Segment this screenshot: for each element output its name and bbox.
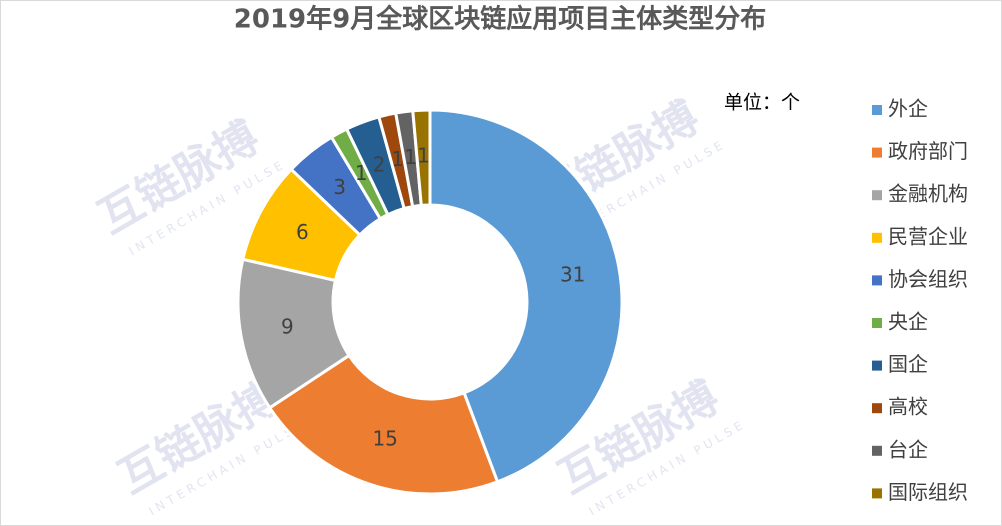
legend-swatch	[872, 105, 882, 115]
data-label: 9	[281, 314, 294, 338]
donut-slice	[411, 108, 432, 208]
legend-swatch	[872, 488, 882, 499]
legend-label: 外企	[888, 97, 928, 121]
legend-label: 国企	[888, 352, 928, 376]
legend-label: 台企	[888, 437, 928, 461]
legend-swatch	[872, 403, 882, 414]
legend-swatch	[872, 318, 882, 328]
legend-swatch	[872, 275, 882, 286]
legend-label: 国际组织	[888, 480, 968, 504]
data-label: 1	[404, 145, 417, 169]
data-label: 6	[296, 220, 309, 244]
donut-slice	[428, 108, 624, 484]
data-label: 15	[372, 426, 397, 450]
legend-label: 央企	[888, 310, 928, 334]
legend-label: 金融机构	[888, 182, 968, 206]
legend-swatch	[872, 147, 882, 158]
unit-annotation: 单位：个	[724, 92, 800, 114]
data-label: 1	[391, 147, 404, 171]
legend-label: 政府部门	[888, 139, 968, 163]
chart-title: 2019年9月全球区块链应用项目主体类型分布	[234, 4, 766, 35]
legend-swatch	[872, 445, 882, 456]
data-label: 31	[560, 263, 585, 287]
data-label: 2	[373, 153, 386, 177]
legend-swatch	[872, 360, 882, 371]
legend-swatch	[872, 232, 882, 243]
data-label: 3	[333, 175, 346, 199]
donut-slice	[267, 353, 500, 496]
data-label: 1	[417, 144, 430, 168]
legend-label: 民营企业	[888, 224, 968, 248]
legend-swatch	[872, 190, 882, 201]
legend-label: 协会组织	[888, 267, 968, 291]
legend-label: 高校	[888, 395, 928, 419]
